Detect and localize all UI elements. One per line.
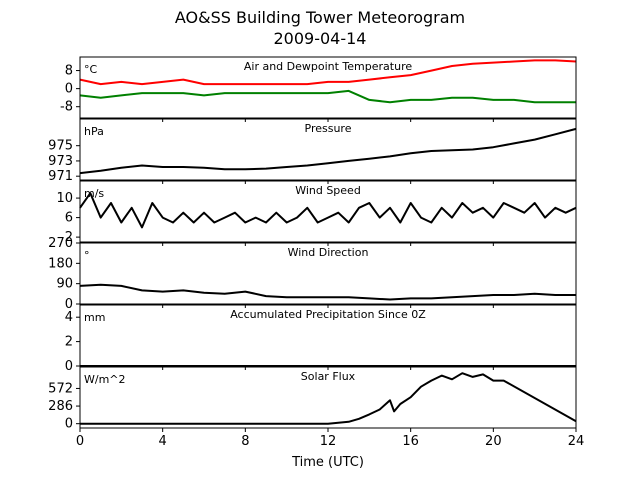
panel-title: Pressure [305,122,352,135]
unit-label: °C [84,63,98,76]
series-line-1 [79,127,577,175]
x-tick-label: 20 [485,434,502,449]
y-tick-label: 2 [65,230,73,245]
series-line-1 [80,372,577,425]
series-line-1 [79,192,577,229]
y-tick-label: 286 [48,399,73,414]
y-tick-label: 0 [65,359,73,374]
panel-wind-speed: 2 6 10 Wind Speed m/s [56,180,577,246]
y-tick-label: -8 [60,100,73,115]
y-tick-label: 270 [48,236,73,251]
unit-label: ° [84,249,90,262]
x-tick-label: 24 [568,434,585,449]
panel-solar-flux: 0 286 572 0 4 8 12 16 20 24 Solar Flux W/m^2 Time (U… [48,366,585,470]
panel-wind-direction: 0 90 180 270 Wind Direction ° [48,236,577,312]
x-tick-label: 8 [241,434,249,449]
panel-title: Wind Direction [288,246,369,259]
unit-label: W/m^2 [84,373,126,386]
x-axis-label: Time (UTC) [291,455,364,470]
panel-title: Accumulated Precipitation Since 0Z [230,308,426,321]
unit-label: m/s [84,187,104,200]
panel-air-and-dewpoint-temperature: -8 0 8 Air and Dewpoint Temperature °C [60,56,577,122]
panel-title: Air and Dewpoint Temperature [244,60,412,73]
y-tick-label: 8 [65,64,73,79]
y-tick-label: 2 [65,335,73,350]
y-tick-label: 90 [56,277,73,292]
y-tick-label: 0 [65,417,73,432]
panel-accumulated-precipitation-since-0z: 0 2 4 Accumulated Precipitation Since 0Z mm [65,304,577,374]
y-tick-label: 0 [65,297,73,312]
y-tick-label: 975 [48,139,73,154]
panel-title: Wind Speed [295,184,361,197]
x-tick-label: 16 [402,434,419,449]
y-tick-label: 10 [56,191,73,206]
y-tick-label: 4 [65,310,73,325]
y-tick-label: 973 [48,154,73,169]
x-tick-label: 12 [320,434,337,449]
series-line-1 [79,59,577,86]
y-tick-label: 971 [48,169,73,184]
unit-label: hPa [84,125,104,138]
y-tick-label: 180 [48,256,73,271]
x-tick-label: 0 [76,434,84,449]
y-tick-label: 6 [65,211,73,226]
series-line-1 [79,283,576,301]
y-tick-label: 0 [65,82,73,97]
unit-label: mm [84,311,105,324]
y-tick-label: 572 [48,381,73,396]
panel-title: Solar Flux [301,370,356,383]
series-line-2 [79,89,576,104]
figure-title: AO&SS Building Tower Meteorogram [174,8,466,27]
figure-date: 2009-04-14 [273,29,367,48]
x-tick-label: 4 [159,434,167,449]
